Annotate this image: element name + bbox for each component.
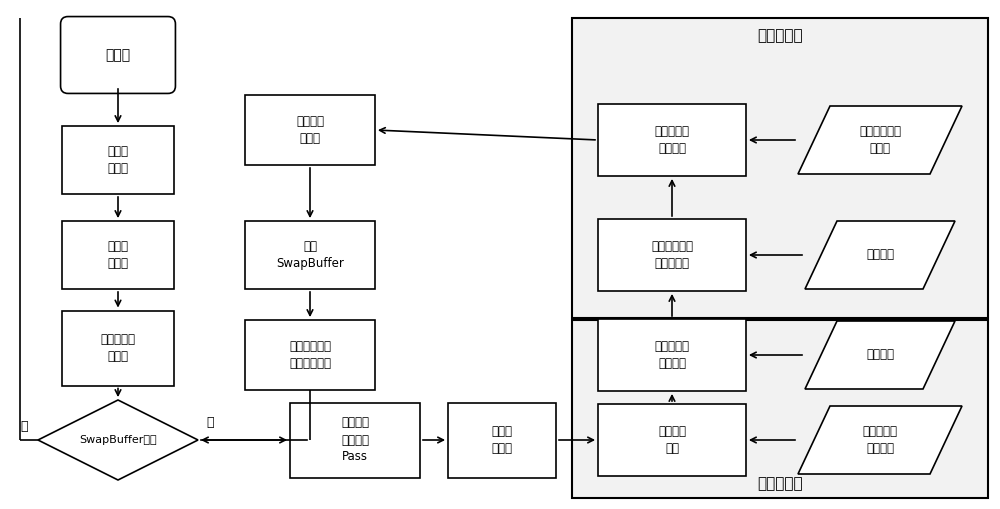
Bar	[62, 221, 174, 289]
Text: 初始化: 初始化	[105, 48, 131, 62]
Text: 调用
SwapBuffer: 调用 SwapBuffer	[276, 240, 344, 270]
Text: 渲染到帧
缓冲区: 渲染到帧 缓冲区	[296, 115, 324, 145]
Bar	[598, 104, 746, 176]
Text: 顶点着色器: 顶点着色器	[757, 476, 803, 492]
Bar	[62, 310, 174, 385]
Text: 否: 否	[20, 420, 28, 433]
Bar	[598, 319, 746, 391]
Polygon shape	[798, 106, 962, 174]
Text: 立体图像
分屏: 立体图像 分屏	[658, 425, 686, 455]
Text: 是: 是	[206, 416, 214, 429]
Bar	[245, 95, 375, 165]
Bar	[572, 18, 988, 318]
Text: 立体图像参
数载入: 立体图像参 数载入	[100, 333, 136, 363]
Text: 校正数据: 校正数据	[866, 349, 894, 361]
Bar	[572, 320, 988, 498]
Polygon shape	[805, 221, 955, 289]
Polygon shape	[798, 406, 962, 474]
Text: 校正融合处理
立体图像输出: 校正融合处理 立体图像输出	[289, 340, 331, 370]
Polygon shape	[805, 321, 955, 389]
Bar	[448, 403, 556, 477]
Bar	[290, 403, 420, 477]
FancyBboxPatch shape	[61, 17, 175, 94]
Text: 立体子图像
拼接对齐: 立体子图像 拼接对齐	[654, 125, 690, 155]
Text: 像素着色器: 像素着色器	[757, 29, 803, 43]
Text: 启动校正
融合渲染
Pass: 启动校正 融合渲染 Pass	[341, 416, 369, 464]
Text: 融合蒙
版载入: 融合蒙 版载入	[108, 240, 128, 270]
Bar	[245, 320, 375, 390]
Bar	[598, 219, 746, 291]
Text: 立体子图像像
素融合处理: 立体子图像像 素融合处理	[651, 240, 693, 270]
Text: 帧缓冲
区捕获: 帧缓冲 区捕获	[492, 425, 512, 455]
Text: SwapBuffer回调: SwapBuffer回调	[79, 435, 157, 445]
Bar	[245, 221, 375, 289]
Polygon shape	[38, 400, 198, 480]
Text: 融合模板: 融合模板	[866, 248, 894, 262]
Text: 多通道立体
图像参数: 多通道立体 图像参数	[862, 425, 898, 455]
Text: 校正数
据载入: 校正数 据载入	[108, 145, 128, 175]
Bar	[62, 126, 174, 194]
Bar	[598, 404, 746, 476]
Text: 多通道立体图
像参数: 多通道立体图 像参数	[859, 125, 901, 155]
Text: 立体子图像
几何校正: 立体子图像 几何校正	[654, 340, 690, 370]
